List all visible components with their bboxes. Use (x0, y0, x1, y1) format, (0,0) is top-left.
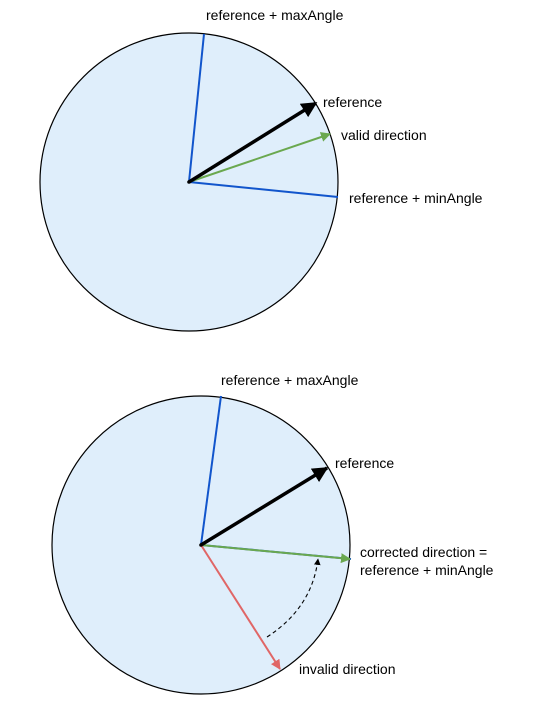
top-label-max-angle: reference + maxAngle (206, 7, 344, 23)
bottom-correction-path (266, 558, 321, 638)
bottom-label-invalid-direction: invalid direction (299, 661, 396, 677)
top-label-min-angle: reference + minAngle (349, 190, 483, 206)
top-diagram: reference + maxAngle reference valid dir… (39, 7, 483, 332)
bottom-label-max-angle: reference + maxAngle (221, 372, 359, 388)
bottom-label-reference: reference (335, 455, 394, 471)
top-valid-direction-arrow (188, 132, 331, 183)
top-center-point (187, 180, 191, 184)
bottom-center-point (199, 543, 203, 547)
top-max-angle-line (188, 33, 205, 183)
top-label-valid-direction: valid direction (341, 127, 427, 143)
bottom-max-angle-line (200, 395, 222, 546)
top-label-reference: reference (323, 94, 382, 110)
bottom-label-corrected-line2: reference + minAngle (360, 562, 494, 578)
bottom-diagram: reference + maxAngle reference corrected… (51, 372, 494, 695)
bottom-reference-arrow (200, 466, 329, 547)
top-min-angle-line (188, 181, 339, 198)
top-reference-arrow (188, 101, 318, 184)
bottom-label-corrected-line1: corrected direction = (360, 544, 487, 560)
bottom-invalid-direction-arrow (200, 544, 281, 670)
bottom-corrected-direction-arrow (200, 544, 351, 564)
